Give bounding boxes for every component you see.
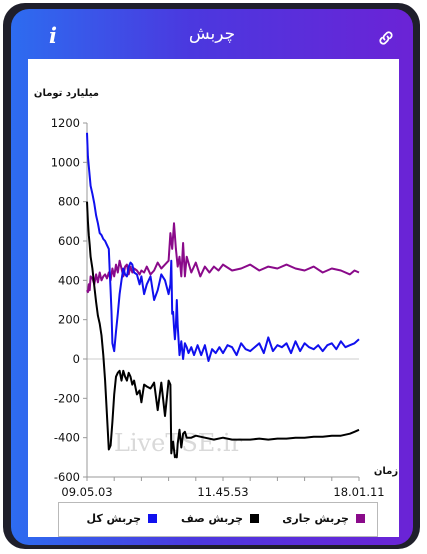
- x-tick-label: 11.45.53: [197, 485, 248, 499]
- legend-swatch: [148, 514, 157, 523]
- y-tick-label: 1000: [51, 155, 80, 169]
- y-tick-label: 200: [58, 313, 80, 327]
- x-axis-label: زمان: [374, 466, 398, 477]
- y-axis-label: میلیارد تومان: [34, 88, 99, 99]
- device-frame: i چربش 1200 1000 800 600 400 200 0 -200 -400 -600…: [3, 3, 420, 549]
- x-tick-label: 09.05.03: [61, 485, 112, 499]
- y-tick-label: 400: [58, 273, 80, 287]
- info-icon[interactable]: i: [49, 23, 57, 48]
- legend-item-net[interactable]: چربش صف: [169, 512, 259, 526]
- y-tick-label: -400: [54, 431, 80, 445]
- chart-card: 1200 1000 800 600 400 200 0 -200 -400 -600 09.05.…: [28, 59, 399, 537]
- y-tick-label: 1200: [51, 116, 80, 130]
- legend-label: چربش کل: [86, 512, 142, 525]
- line-chart: 1200 1000 800 600 400 200 0 -200 -400 -600 09.05.…: [34, 88, 398, 499]
- page-title: چربش: [188, 24, 236, 44]
- app-screen: i چربش 1200 1000 800 600 400 200 0 -200 -400 -600…: [11, 9, 413, 545]
- series-line-current: [86, 222, 360, 294]
- x-tick-label: 18.01.11: [333, 485, 384, 499]
- series-line-net: [86, 201, 360, 459]
- legend-swatch: [356, 514, 365, 523]
- top-bar: i چربش: [11, 9, 413, 59]
- y-tick-label: -600: [54, 470, 80, 484]
- legend-swatch: [250, 514, 259, 523]
- y-tick-label: 600: [58, 234, 80, 248]
- y-tick-label: -200: [54, 391, 80, 405]
- legend-item-total[interactable]: چربش کل: [67, 512, 157, 526]
- link-icon[interactable]: [377, 29, 395, 47]
- legend-label: چربش جاری: [282, 512, 349, 525]
- chart-legend: چربش جاری چربش صف چربش کل: [58, 502, 378, 537]
- y-tick-label: 0: [73, 352, 80, 366]
- series-line-total: [86, 132, 360, 362]
- legend-item-current[interactable]: چربش جاری: [275, 512, 365, 526]
- legend-label: چربش صف: [180, 512, 243, 525]
- y-tick-label: 800: [58, 195, 80, 209]
